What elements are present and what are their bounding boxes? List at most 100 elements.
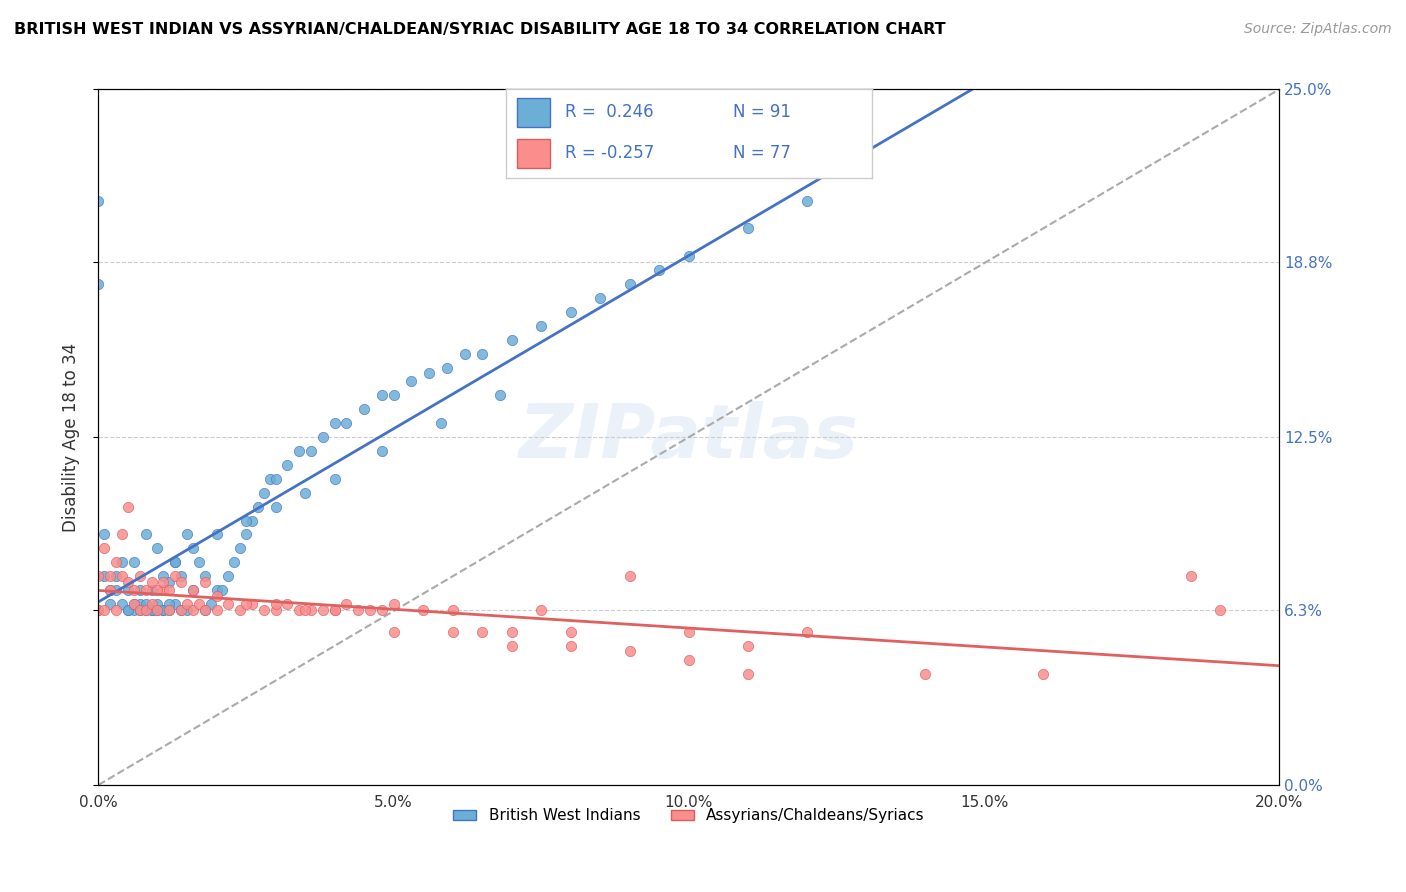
Point xyxy=(187,597,209,611)
Point xyxy=(312,430,335,444)
Point xyxy=(117,583,139,598)
Point xyxy=(382,624,405,639)
Point xyxy=(194,602,217,616)
Point xyxy=(157,602,180,616)
Point xyxy=(165,555,187,569)
Point xyxy=(240,514,263,528)
Point xyxy=(412,602,434,616)
Point xyxy=(122,583,145,598)
Point xyxy=(299,602,322,616)
Point xyxy=(122,597,145,611)
Point xyxy=(353,402,375,417)
Point xyxy=(128,597,150,611)
Point xyxy=(135,527,157,541)
Point xyxy=(678,653,700,667)
Point xyxy=(229,602,252,616)
Point xyxy=(253,602,276,616)
Point xyxy=(87,602,110,616)
Point xyxy=(122,555,145,569)
Point xyxy=(146,583,169,598)
Point xyxy=(93,541,115,556)
Point xyxy=(1180,569,1202,583)
Point xyxy=(135,583,157,598)
Point xyxy=(619,644,641,658)
Point xyxy=(146,602,169,616)
Text: N = 77: N = 77 xyxy=(733,145,790,162)
Point xyxy=(229,541,252,556)
Point xyxy=(240,597,263,611)
Point xyxy=(111,597,134,611)
Point xyxy=(194,569,217,583)
Point xyxy=(914,666,936,681)
Point xyxy=(382,388,405,402)
Point xyxy=(152,574,174,589)
Point xyxy=(217,569,239,583)
Point xyxy=(157,602,180,616)
Point xyxy=(98,569,121,583)
Point xyxy=(93,569,115,583)
Point xyxy=(146,541,169,556)
Text: BRITISH WEST INDIAN VS ASSYRIAN/CHALDEAN/SYRIAC DISABILITY AGE 18 TO 34 CORRELAT: BRITISH WEST INDIAN VS ASSYRIAN/CHALDEAN… xyxy=(14,22,946,37)
Point xyxy=(323,602,346,616)
Point xyxy=(93,602,115,616)
Text: R = -0.257: R = -0.257 xyxy=(565,145,654,162)
Point xyxy=(165,597,187,611)
Point xyxy=(98,583,121,598)
Point xyxy=(530,602,553,616)
Point xyxy=(122,602,145,616)
Point xyxy=(441,624,464,639)
Point xyxy=(170,569,193,583)
Point xyxy=(294,602,316,616)
Point xyxy=(371,602,394,616)
Point xyxy=(235,514,257,528)
Point xyxy=(1032,666,1054,681)
Point xyxy=(194,574,217,589)
Point xyxy=(264,472,287,486)
Point xyxy=(176,602,198,616)
Point xyxy=(246,500,269,514)
Point xyxy=(170,602,193,616)
Point xyxy=(276,597,298,611)
Point xyxy=(418,366,440,380)
Point xyxy=(135,602,157,616)
Point xyxy=(87,194,110,208)
Point xyxy=(87,277,110,291)
Point xyxy=(181,583,204,598)
Point xyxy=(98,597,121,611)
Point xyxy=(157,574,180,589)
Point xyxy=(105,602,128,616)
Point xyxy=(181,541,204,556)
Point xyxy=(146,602,169,616)
FancyBboxPatch shape xyxy=(517,139,550,168)
FancyBboxPatch shape xyxy=(517,98,550,127)
Point xyxy=(128,569,150,583)
Point xyxy=(288,444,311,458)
Text: R =  0.246: R = 0.246 xyxy=(565,103,654,121)
Point xyxy=(453,346,475,360)
Point xyxy=(141,597,163,611)
Point xyxy=(347,602,370,616)
Point xyxy=(253,485,276,500)
Point xyxy=(335,416,357,430)
Point xyxy=(181,583,204,598)
Point xyxy=(152,602,174,616)
Point xyxy=(619,277,641,291)
Point xyxy=(430,416,453,430)
Point xyxy=(560,639,582,653)
Point xyxy=(489,388,512,402)
Point xyxy=(205,583,228,598)
Point xyxy=(471,624,494,639)
Point xyxy=(235,527,257,541)
Point xyxy=(323,472,346,486)
Point xyxy=(371,388,394,402)
Point xyxy=(141,602,163,616)
Point xyxy=(299,444,322,458)
Point xyxy=(501,639,523,653)
Point xyxy=(471,346,494,360)
Point xyxy=(194,602,217,616)
Point xyxy=(152,569,174,583)
Point xyxy=(264,500,287,514)
Point xyxy=(141,602,163,616)
Point xyxy=(737,639,759,653)
Point xyxy=(211,583,233,598)
